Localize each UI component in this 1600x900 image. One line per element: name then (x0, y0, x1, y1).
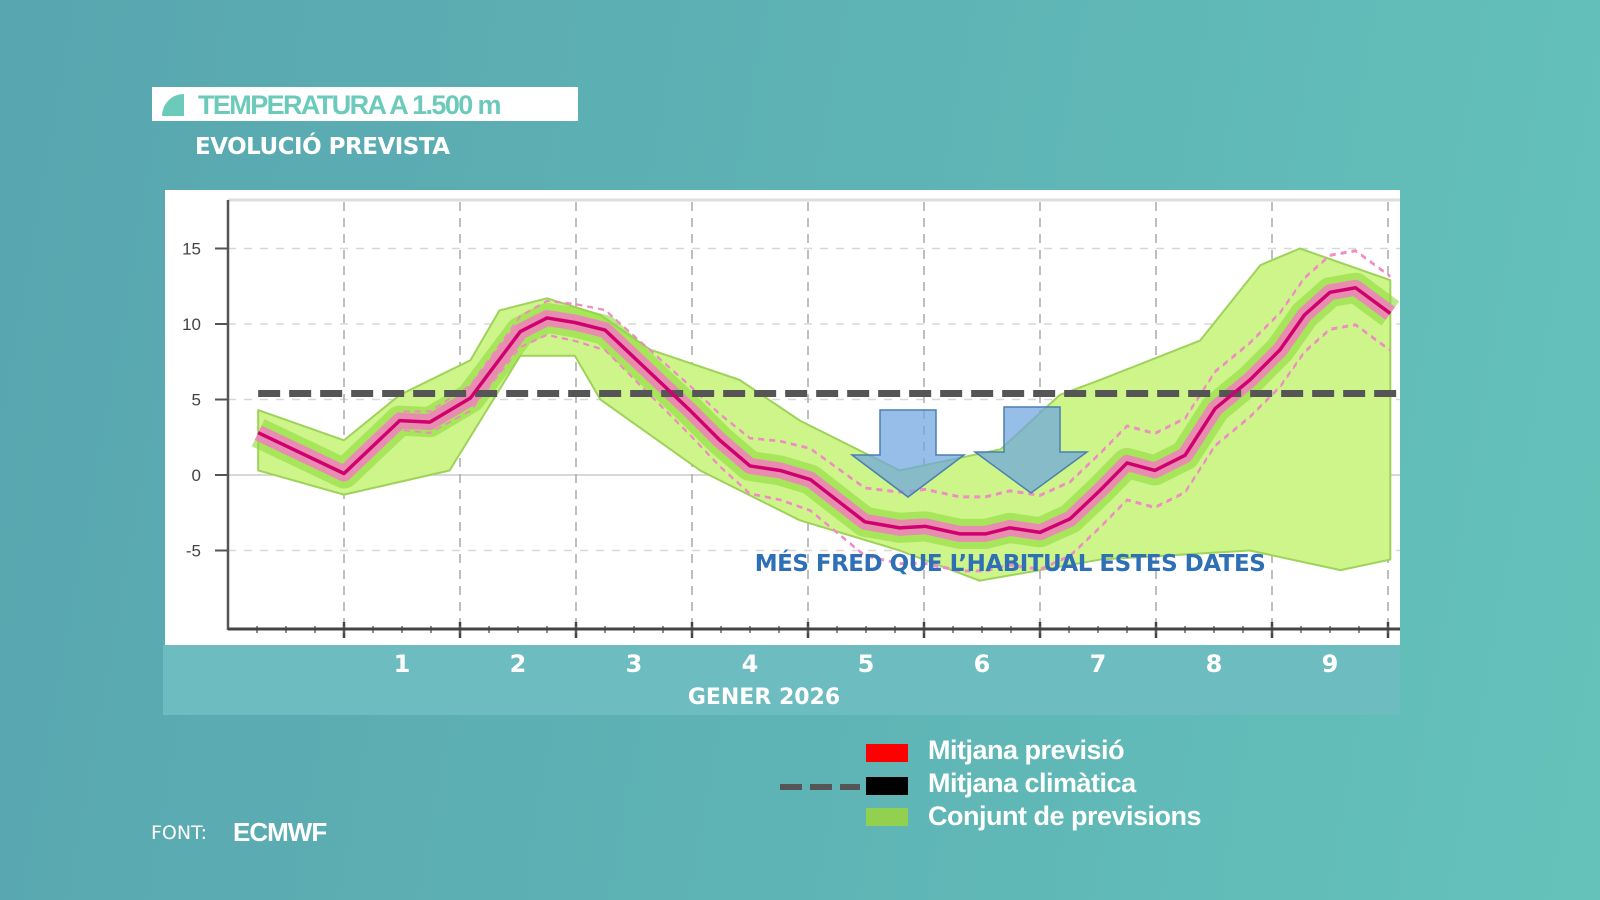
source-label: FONT: (151, 822, 208, 844)
x-tick-label: 5 (857, 650, 875, 678)
y-tick-label: 15 (182, 240, 201, 259)
y-tick-label: 10 (182, 315, 201, 334)
ensemble-member-line (257, 323, 1391, 571)
legend-dash-climate-mean (780, 784, 860, 790)
legend-swatch-ensemble (866, 808, 908, 826)
y-tick-label: 0 (192, 466, 201, 485)
quarter-circle-icon (162, 94, 184, 116)
y-tick-label: 5 (192, 391, 201, 410)
ensemble-member-line (257, 324, 1391, 573)
x-tick-label: 3 (625, 650, 643, 678)
chart-panel: 15 10 5 0 -5 (165, 190, 1400, 645)
x-tick-label: 4 (741, 650, 759, 678)
x-axis-band (163, 645, 1400, 715)
chart-svg: 15 10 5 0 -5 (182, 198, 1400, 638)
x-tick-label: 6 (973, 650, 991, 678)
x-tick-label: 9 (1321, 650, 1339, 678)
x-tick-label: 1 (393, 650, 411, 678)
legend-label-forecast-mean: Mitjana previsió (928, 735, 1125, 765)
source-value: ECMWF (233, 817, 327, 847)
legend-swatch-forecast-mean (866, 744, 908, 762)
chart-title: TEMPERATURA A 1.500 m (198, 90, 502, 120)
x-axis-label: GENER 2026 (687, 685, 841, 710)
forecast-mean-line (257, 286, 1392, 536)
ensemble-member-line (257, 250, 1391, 499)
x-tick-label: 7 (1089, 650, 1107, 678)
title-box: TEMPERATURA A 1.500 m (152, 87, 578, 121)
y-tick-label: -5 (186, 542, 201, 561)
x-tick-label: 2 (509, 650, 527, 678)
chart-subtitle: EVOLUCIÓ PREVISTA (195, 134, 450, 160)
down-arrow-icon (972, 406, 1090, 494)
x-tick-label: 8 (1205, 650, 1223, 678)
down-arrow-icon (849, 409, 967, 498)
legend-label-ensemble: Conjunt de previsions (928, 801, 1202, 831)
chart-annotation: MÉS FRED QUE L’HABITUAL ESTES DATES (754, 551, 1266, 577)
legend-label-climate-mean: Mitjana climàtica (928, 768, 1136, 798)
legend-swatch-climate-mean (866, 777, 908, 795)
